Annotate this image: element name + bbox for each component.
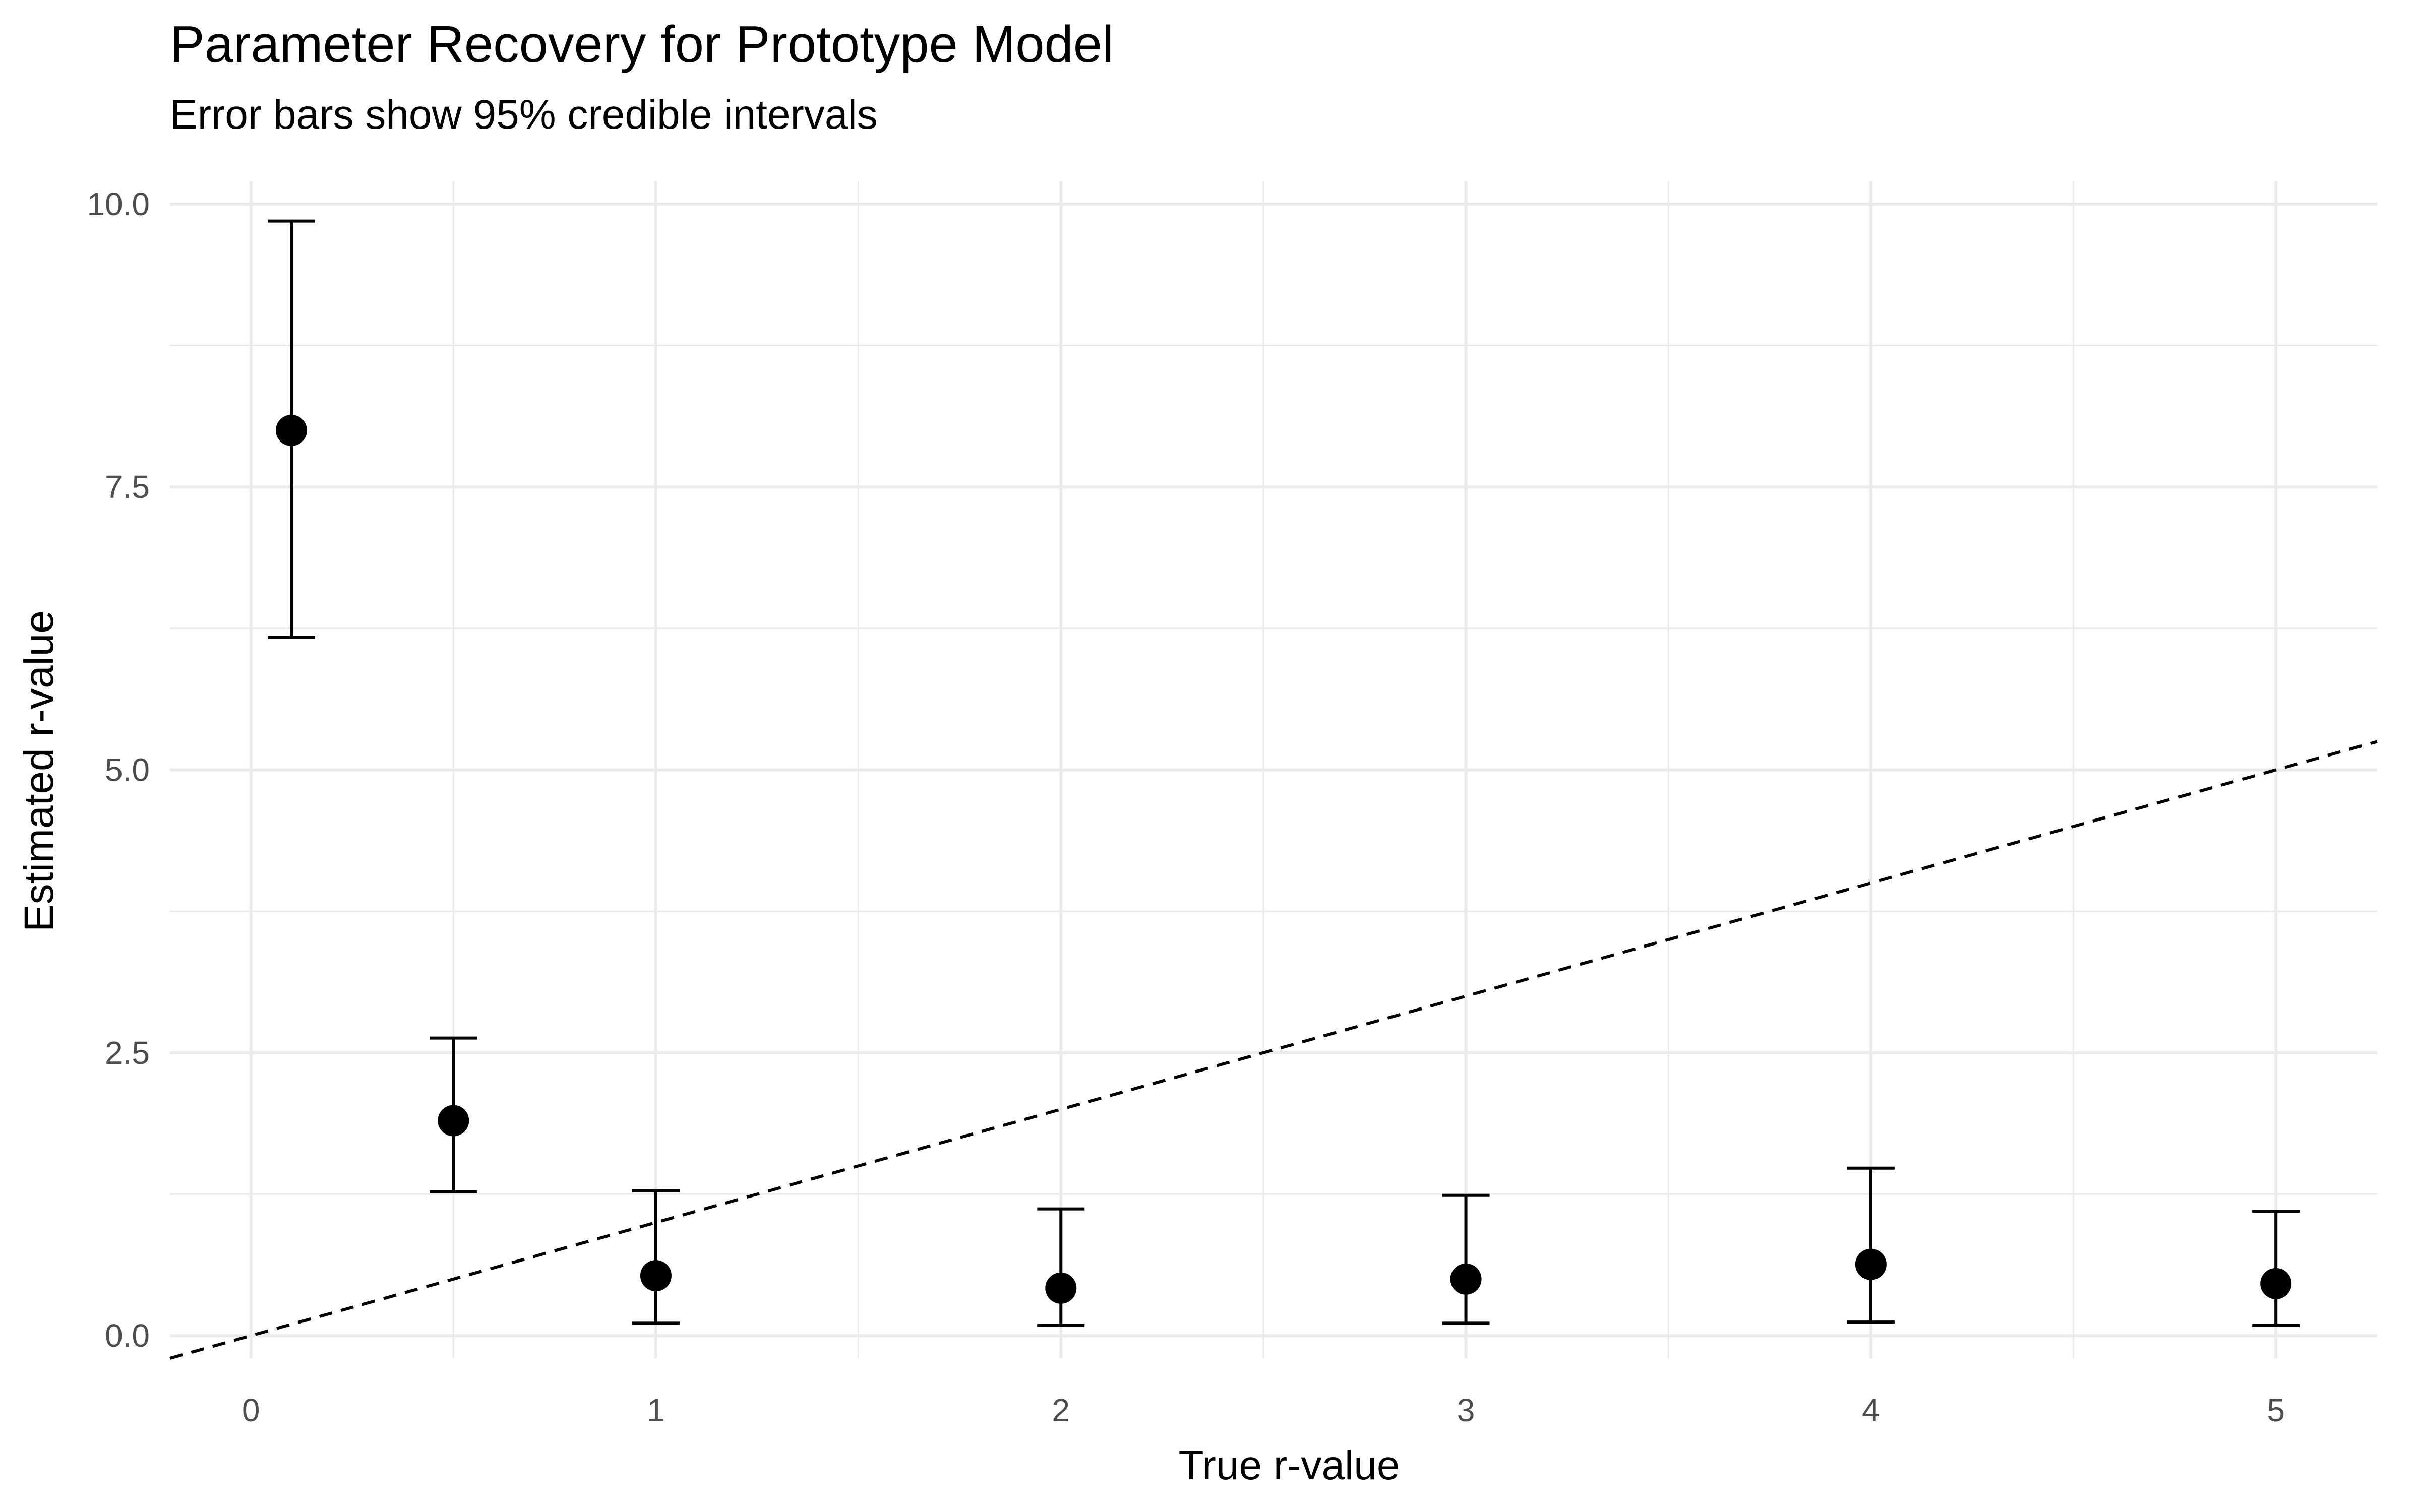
data-point-group — [1847, 1166, 1895, 1324]
data-point-group — [1037, 1207, 1085, 1327]
chart-subtitle: Error bars show 95% credible intervals — [170, 92, 878, 138]
y-tick-label: 2.5 — [105, 1035, 150, 1071]
tick-labels: 0 1 2 3 4 5 0.0 2.5 5.0 7.5 10.0 — [87, 186, 2285, 1428]
data-point — [1045, 1272, 1077, 1304]
data-point — [640, 1260, 672, 1292]
grid — [170, 181, 2377, 1358]
y-axis-title: Estimated r-value — [16, 610, 62, 932]
reference-line-layer — [169, 740, 2378, 1360]
x-tick-label: 2 — [1052, 1392, 1070, 1428]
x-tick-label: 3 — [1457, 1392, 1475, 1428]
x-tick-label: 4 — [1862, 1392, 1880, 1428]
data-point — [1450, 1263, 1482, 1295]
data-point-group — [430, 1036, 477, 1193]
data-point-group — [2252, 1210, 2300, 1327]
data-layer — [267, 219, 2300, 1327]
x-tick-label: 5 — [2267, 1392, 2285, 1428]
x-axis-title: True r-value — [1179, 1442, 1400, 1488]
y-tick-label: 7.5 — [105, 469, 150, 505]
identity-reference-line — [169, 740, 2378, 1360]
chart-title: Parameter Recovery for Prototype Model — [170, 15, 1114, 73]
data-point — [1855, 1248, 1887, 1280]
data-point-group — [1442, 1193, 1490, 1325]
y-tick-label: 5.0 — [105, 752, 150, 788]
data-point — [2260, 1268, 2292, 1299]
x-tick-label: 0 — [242, 1392, 260, 1428]
y-tick-label: 0.0 — [105, 1317, 150, 1354]
x-tick-label: 1 — [647, 1392, 665, 1428]
data-point-group — [632, 1189, 680, 1325]
data-point — [275, 414, 307, 446]
data-point — [438, 1105, 469, 1137]
data-point-group — [267, 219, 315, 639]
y-tick-label: 10.0 — [87, 186, 150, 222]
